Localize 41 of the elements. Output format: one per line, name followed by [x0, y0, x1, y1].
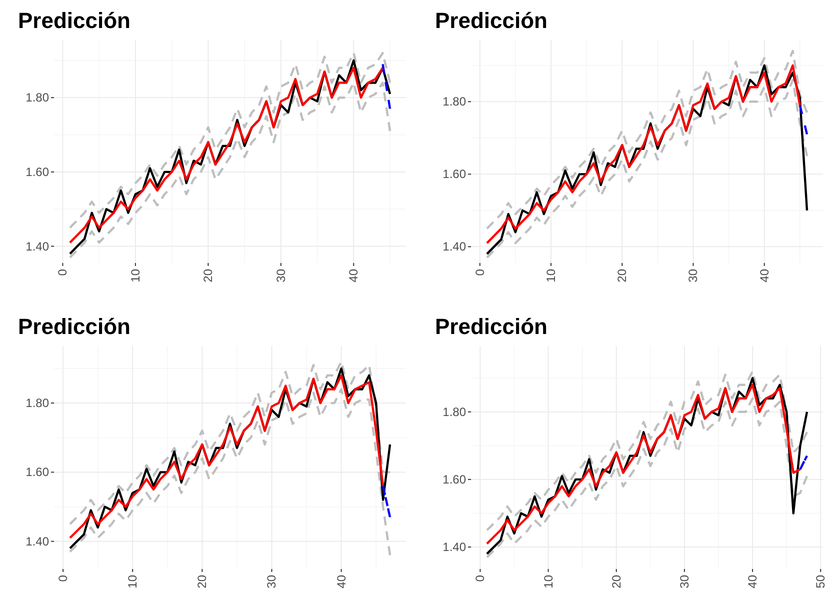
- y-tick-label: 1.40: [26, 239, 50, 254]
- x-tick-label: 10: [126, 574, 140, 588]
- x-tick-label: 30: [274, 268, 288, 282]
- line-series: [68, 360, 392, 526]
- x-tick-label: 20: [201, 268, 216, 282]
- x-tick-label: 40: [757, 268, 772, 282]
- y-tick-label: 1.60: [26, 465, 50, 480]
- x-tick-label: 30: [677, 574, 692, 588]
- y-tick-label: 1.40: [26, 534, 50, 548]
- x-tick-label: 40: [746, 574, 760, 588]
- y-tick-label: 1.80: [26, 90, 50, 105]
- y-tick-label: 1.60: [26, 164, 50, 179]
- x-tick-label: 30: [264, 574, 279, 588]
- x-tick-label: 30: [686, 268, 700, 282]
- line-series: [486, 50, 808, 230]
- y-tick-label: 1.80: [26, 396, 50, 410]
- x-tick-label: 10: [128, 268, 142, 282]
- y-tick-label: 1.60: [442, 167, 466, 182]
- line-series: [68, 52, 392, 229]
- y-tick-label: 1.80: [442, 404, 466, 419]
- x-tick-label: 10: [541, 574, 556, 588]
- chart-title: Predicción: [435, 314, 548, 339]
- x-tick-label: 40: [346, 268, 361, 282]
- x-tick-label: 20: [195, 574, 210, 588]
- y-tick-label: 1.60: [442, 472, 466, 486]
- chart-title: Predicción: [18, 314, 130, 339]
- x-tick-label: 50: [814, 574, 828, 588]
- x-tick-label: 0: [472, 268, 487, 276]
- line-series: [486, 370, 808, 532]
- y-tick-label: 1.80: [442, 94, 466, 109]
- chart-title: Predicción: [435, 8, 548, 33]
- chart-title: Predicción: [18, 8, 130, 33]
- y-tick-label: 1.40: [442, 540, 466, 554]
- x-tick-label: 0: [56, 268, 70, 276]
- x-tick-label: 20: [615, 268, 630, 282]
- x-tick-label: 0: [473, 574, 488, 582]
- x-tick-label: 40: [334, 574, 348, 588]
- x-tick-label: 10: [544, 268, 558, 282]
- y-tick-label: 1.40: [442, 240, 466, 254]
- x-tick-label: 20: [609, 574, 624, 588]
- x-tick-label: 0: [56, 574, 70, 582]
